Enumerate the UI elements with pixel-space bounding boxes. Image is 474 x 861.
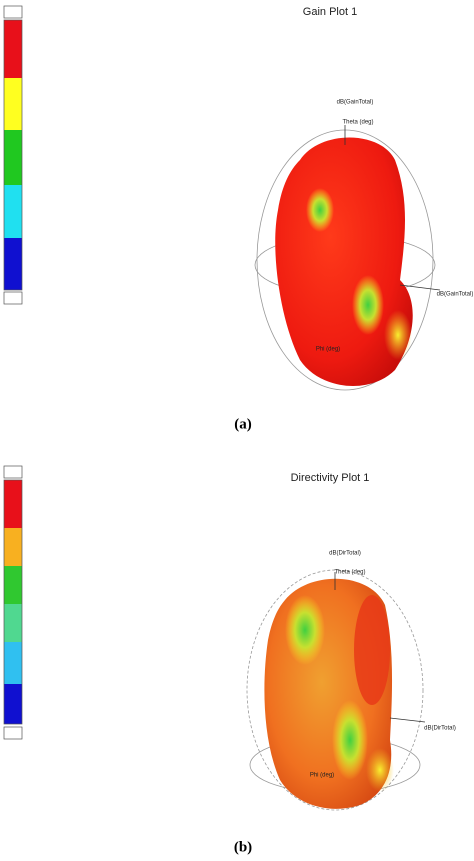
color-bar bbox=[3, 465, 23, 740]
caption: (b) bbox=[234, 839, 252, 855]
axis-label: Phi (deg) bbox=[316, 347, 340, 353]
caption: (a) bbox=[234, 416, 252, 432]
axis-label: Theta (deg) bbox=[334, 570, 365, 576]
color-bar bbox=[3, 5, 23, 305]
plot-title: Gain Plot 1 bbox=[303, 6, 357, 18]
panel-a: Gain Plot 1 dB(GainTotal) Theta (deg) Ph… bbox=[3, 5, 474, 432]
axis-label: dB(GainTotal) bbox=[437, 292, 474, 298]
plot-title: Directivity Plot 1 bbox=[291, 472, 370, 484]
radiation-pattern: dB(DirTotal) Theta (deg) Phi (deg) dB(Di… bbox=[246, 551, 456, 811]
axis-label: Theta (deg) bbox=[342, 120, 373, 126]
axis-label: dB(DirTotal) bbox=[329, 551, 361, 557]
axis-label: dB(GainTotal) bbox=[337, 100, 374, 106]
radiation-pattern: dB(GainTotal) Theta (deg) Phi (deg) dB(G… bbox=[254, 100, 474, 391]
axis-label: dB(DirTotal) bbox=[424, 726, 456, 732]
panel-b: Directivity Plot 1 dB(DirTotal) Theta (d… bbox=[3, 465, 456, 855]
axis-label: Phi (deg) bbox=[310, 773, 334, 779]
